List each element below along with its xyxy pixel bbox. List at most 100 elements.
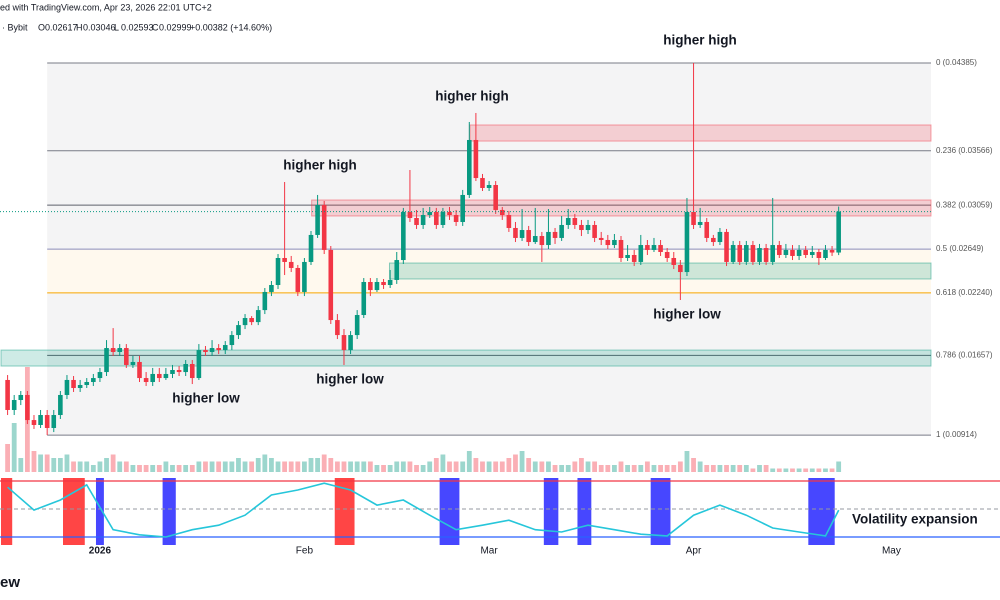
fib-label: 0.236 (0.03566) [936,146,993,155]
candle-body [434,212,439,225]
volume-bar [203,461,208,472]
volume-bar [565,465,571,472]
candle-body [625,254,630,258]
fib-band [47,249,931,293]
annotation: higher high [283,158,357,173]
volume-bar [315,458,320,472]
volume-bar [374,465,380,472]
volume-bar [64,454,70,472]
candle-body [137,361,142,379]
volume-bar [823,468,828,472]
volume-bar [499,461,505,472]
candle-body [447,212,452,216]
candle-body [499,209,505,216]
symbol: · Bybit [2,22,28,32]
volume-bar [664,465,670,472]
candle-body [618,239,624,258]
candle-body [183,364,188,373]
volume-bar [242,461,248,472]
candle-body [18,394,24,401]
candle-body [84,382,90,386]
volume-bar [546,461,551,472]
volume-bar [605,465,611,472]
volume-bar [790,468,795,472]
volume-bar [724,465,729,472]
volume-bar [117,461,123,472]
volume-bar [255,458,261,472]
candle-body [658,245,663,252]
candle-body [295,267,301,292]
candle-body [361,282,367,316]
volume-bar [71,461,76,472]
candle-body [776,245,782,255]
candle-body [242,318,248,326]
candle-body [275,257,281,286]
volume-bar [658,465,663,472]
volume-bar [552,465,558,472]
candle-body [25,394,30,421]
volume-bar [427,461,433,472]
candle-body [328,249,334,321]
volume-bar [367,461,373,472]
volume-bar [433,458,439,472]
candle-body [572,218,578,225]
ohlc-label: H [76,22,83,32]
volume-bar [328,458,334,472]
volume-bar [671,465,677,472]
volume-bar [684,451,690,472]
volume-bar [757,465,762,472]
volume-bar [453,461,459,472]
candle-body [546,231,551,246]
x-tick-label: Mar [480,546,498,557]
volume-bar [710,465,716,472]
candle-body [809,251,815,255]
volume-bar [506,458,512,472]
volume-bar [466,451,472,472]
volume-bar [486,461,492,472]
candle-body [64,379,70,395]
fib-label: 0.618 (0.02240) [936,288,993,297]
candle-body [97,372,103,379]
candle-body [579,224,584,231]
volume-bar [829,468,835,472]
volume-bar [341,461,347,472]
volume-bar [57,458,63,472]
candle-body [189,364,195,379]
candle-body [196,350,202,379]
candle-body [539,236,545,246]
fib-band [47,292,931,356]
ohlc-value: 0.02593 [121,22,154,32]
volume-bar [598,465,604,472]
volume-bar [387,465,393,472]
header-source: ed with TradingView.com, Apr 23, 2026 22… [0,2,212,12]
volume-bar [51,458,57,472]
volume-bar [334,461,340,472]
candle-body [671,257,677,265]
volume-bar [763,465,769,472]
candle-body [770,245,776,262]
candle-body [209,348,215,352]
ohlc-label: O [38,22,45,32]
candle-body [387,279,393,286]
candle-body [229,335,235,346]
volume-bar [579,458,584,472]
ohlc-value: 0.02617 [45,22,78,32]
candle-body [427,212,433,216]
candle-body [381,282,386,286]
candle-body [302,261,307,292]
candle-body [58,394,63,416]
candle-body [216,348,221,351]
candle-body [612,239,617,246]
candle-body [559,224,564,238]
ohlc-value: 0.02999 [159,22,192,32]
candle-body [255,310,261,323]
volume-bar [38,454,43,472]
candle-body [368,282,373,291]
candle-body [526,230,531,243]
volatility-zone [1,478,13,545]
fib-label: 0 (0.04385) [936,58,977,67]
candle-body [565,218,571,225]
fib-label: 0.786 (0.01657) [936,351,993,360]
